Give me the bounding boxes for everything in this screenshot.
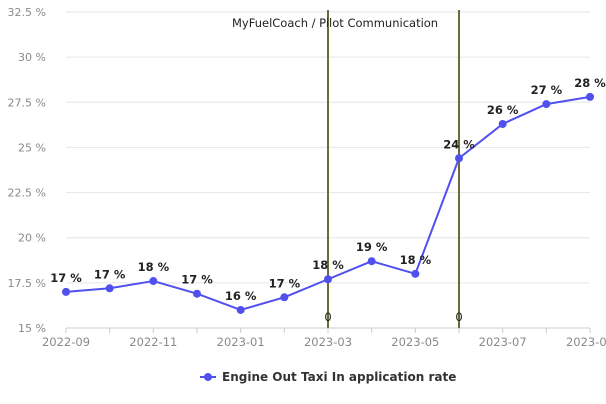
data-label: 18 % [312,258,344,272]
x-tick-label: 2023-03 [304,335,352,349]
data-point[interactable] [236,305,245,314]
y-tick-label: 32.5 % [8,6,46,19]
y-tick-label: 17.5 % [8,277,46,290]
data-label: 16 % [225,289,257,303]
y-tick-label: 22.5 % [8,187,46,200]
x-tick-label: 2023-01 [217,335,265,349]
y-tick-label: 20 % [18,232,46,245]
x-tick-label: 2023-05 [391,335,439,349]
legend-marker-dot [204,373,212,381]
data-label: 18 % [138,260,170,274]
data-label: 27 % [531,83,563,97]
y-tick-label: 15 % [18,322,46,335]
data-point[interactable] [280,293,289,302]
y-tick-label: 27.5 % [8,96,46,109]
data-point[interactable] [411,269,420,278]
data-point[interactable] [586,92,594,101]
data-point[interactable] [498,119,507,128]
data-point[interactable] [542,100,551,109]
series [62,92,594,314]
x-tick-label: 2023-07 [479,335,527,349]
data-point[interactable] [105,284,114,293]
x-tick-label: 2022-11 [129,335,177,349]
data-point[interactable] [62,287,70,296]
y-tick-label: 25 % [18,141,46,154]
annotation-text: MyFuelCoach / Pilot Communication [232,16,438,30]
data-label: 17 % [50,271,82,285]
data-label: 17 % [94,267,126,281]
legend-label: Engine Out Taxi In application rate [222,370,456,384]
data-label: 26 % [487,103,519,117]
data-point[interactable] [367,257,376,266]
y-tick-label: 30 % [18,51,46,64]
data-label: 19 % [356,240,388,254]
data-label: 28 % [574,76,606,90]
y-axis: 15 % 17.5 % 20 % 22.5 % 25 % 27.5 % 30 % 32.5 % [8,6,46,335]
data-label: 17 % [181,273,213,287]
data-label: 17 % [269,276,301,290]
legend[interactable]: Engine Out Taxi In application rate [200,370,456,384]
data-labels: 17 % 17 % 18 % 17 % 16 % 17 % 18 % 19 % 18 % 24 %… [50,76,606,303]
data-point[interactable] [193,289,201,298]
data-point[interactable] [149,277,158,286]
annotation-line-label: 0 [324,310,331,324]
data-label: 18 % [400,253,432,267]
x-tick-label: 2022-09 [42,335,90,349]
data-point[interactable] [455,154,463,163]
data-point[interactable] [324,275,332,284]
x-axis: 2022-09 2022-11 2023-01 2023-03 2023-05 2023-… [42,327,606,349]
data-label: 24 % [443,137,475,151]
x-tick-label: 2023-09 [566,335,606,349]
annotation-line-label: 0 [455,310,462,324]
